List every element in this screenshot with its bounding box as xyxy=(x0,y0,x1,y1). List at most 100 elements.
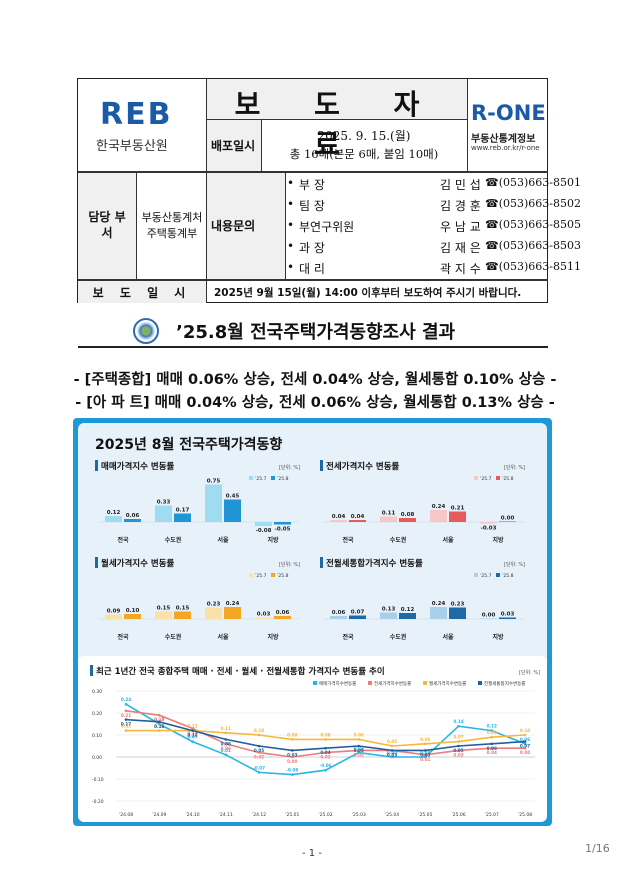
x-tick-label: ’25.02 xyxy=(318,812,332,818)
bar-value-label: 0.04 xyxy=(351,514,365,520)
chart-title-marker xyxy=(320,557,323,568)
data-point-label: 0.21 xyxy=(121,713,131,718)
bar-value-label: 0.45 xyxy=(226,494,240,500)
bar-chart-svg: 매매가격지수 변동률 [단위: %] ’25.7 ’25.8 0.12 0.06 전국 0.3… xyxy=(95,460,300,544)
bar xyxy=(274,522,291,525)
bar xyxy=(205,607,222,619)
x-tick-label: ’25.07 xyxy=(485,812,499,818)
bar-value-label: 0.24 xyxy=(226,601,240,607)
data-point-label: 0.03 xyxy=(420,752,430,757)
x-tick-label: ’24.11 xyxy=(219,812,233,818)
data-point xyxy=(357,738,361,741)
bar xyxy=(174,513,191,522)
legend-swatch xyxy=(478,681,482,685)
data-point-label: -0.08 xyxy=(286,768,298,773)
data-point xyxy=(257,744,261,748)
data-point xyxy=(257,771,261,774)
sale-price-bar-chart: 매매가격지수 변동률 [단위: %] ’25.7 ’25.8 0.12 0.06 전국 0.3… xyxy=(95,458,307,550)
chart-unit: [단위: %] xyxy=(279,464,300,471)
bar-value-label: 0.08 xyxy=(401,512,415,518)
bar-value-label: 0.12 xyxy=(401,607,415,613)
bar-value-label: 0.06 xyxy=(276,610,290,616)
data-point-label: 0.08 xyxy=(221,741,231,746)
bar xyxy=(105,614,122,619)
y-tick-label: 0.00 xyxy=(92,755,102,761)
data-point-label: 0.12 xyxy=(187,733,197,738)
bar xyxy=(449,607,466,619)
monthly-rent-bar-chart: 월세가격지수 변동률 [단위: %] ’25.7 ’25.8 0.09 0.10 전국 0.1… xyxy=(95,555,307,647)
data-point xyxy=(390,755,394,759)
data-point-label: 0.06 xyxy=(420,737,430,742)
x-tick-label: ’24.10 xyxy=(185,812,199,818)
y-tick-label: -0.10 xyxy=(92,777,104,783)
legend-label: ’25.8 xyxy=(277,573,289,579)
x-tick-label: ’25.01 xyxy=(285,812,299,818)
bar xyxy=(205,484,222,522)
data-point-label: 0.09 xyxy=(487,730,497,735)
data-point xyxy=(523,733,527,737)
data-point-label: 0.12 xyxy=(121,724,131,729)
data-point-label: 0.05 xyxy=(354,748,364,753)
data-point-label: 0.07 xyxy=(453,735,463,740)
contact-row: • 과 장 김 재 은 ☎(053)663-8503 xyxy=(287,239,581,255)
data-point xyxy=(157,713,161,717)
legend-label: ’25.8 xyxy=(502,476,514,482)
bar xyxy=(330,520,347,522)
inquiry-label-bg xyxy=(206,171,285,279)
bar-value-label: 0.00 xyxy=(482,612,496,618)
data-point-label: 0.06 xyxy=(487,746,497,751)
category-label: 수도권 xyxy=(390,536,407,544)
jeonse-price-bar-chart: 전세가격지수 변동률 [단위: %] ’25.7 ’25.8 0.04 0.04 전국 0.1… xyxy=(320,458,532,550)
chart-title-marker xyxy=(95,557,98,568)
dept-label: 담당 부서 xyxy=(88,210,126,240)
bar xyxy=(380,516,397,522)
data-point xyxy=(523,746,527,750)
data-point xyxy=(257,733,261,737)
bar xyxy=(349,520,366,522)
bar xyxy=(399,518,416,522)
data-point xyxy=(191,727,194,730)
bar-value-label: 0.23 xyxy=(207,602,221,608)
chart-title-marker xyxy=(320,460,323,471)
combined-rent-bar-chart: 전월세통합가격지수 변동률 [단위: %] ’25.7 ’25.8 0.06 0.07 전국… xyxy=(320,555,532,647)
bar-value-label: 0.09 xyxy=(107,609,121,615)
data-point xyxy=(523,740,527,743)
data-point-label: 0.05 xyxy=(387,739,397,744)
bar-value-label: -0.05 xyxy=(275,527,291,533)
bar-value-label: 0.00 xyxy=(501,515,515,521)
x-tick-label: ’25.05 xyxy=(418,812,432,818)
release-label: 보 도 일 시 xyxy=(92,286,192,300)
dist-pages: 총 16매(본문 6매, 붙임 10매) xyxy=(289,147,439,161)
bar-value-label: 0.06 xyxy=(126,513,140,519)
bar xyxy=(480,618,497,619)
bar-value-label: 0.15 xyxy=(157,606,171,612)
summary-line: - [아 파 트] 매매 0.04% 상승, 전세 0.06% 상승, 월세통합… xyxy=(75,395,555,411)
data-point-label: 0.04 xyxy=(520,750,530,755)
bar xyxy=(480,522,497,524)
legend-label: ’25.7 xyxy=(255,573,267,579)
data-point xyxy=(390,749,394,752)
chart-title: 매매가격지수 변동률 xyxy=(101,461,175,472)
bar xyxy=(430,510,447,522)
legend-swatch xyxy=(496,476,500,480)
bar xyxy=(224,499,241,522)
chart-title: 전월세통합가격지수 변동률 xyxy=(326,558,423,569)
bar xyxy=(499,617,516,619)
press-release-header: REB 한국부동산원 보 도 자 료 R-ONE 부동산통계정보 www.reb… xyxy=(77,78,581,303)
data-point xyxy=(324,768,327,772)
inquiry-label: 내용문의 xyxy=(211,219,256,233)
data-point xyxy=(357,749,361,752)
data-point-label: 0.06 xyxy=(520,737,530,742)
contact-row: • 팀 장 김 경 훈 ☎(053)663-8502 xyxy=(287,197,581,213)
category-label: 서울 xyxy=(442,633,454,641)
dist-date: 2025. 9. 15.(월) xyxy=(317,129,411,143)
data-point xyxy=(224,742,228,746)
x-tick-label: ’24.08 xyxy=(119,812,133,818)
dept-line2: 주택통계부 xyxy=(146,227,198,240)
data-point-label: 0.00 xyxy=(387,750,397,755)
page-number: - 1 - xyxy=(302,848,322,859)
bar xyxy=(449,511,466,522)
data-point xyxy=(490,729,494,732)
bar xyxy=(224,607,241,619)
bar xyxy=(349,615,366,619)
